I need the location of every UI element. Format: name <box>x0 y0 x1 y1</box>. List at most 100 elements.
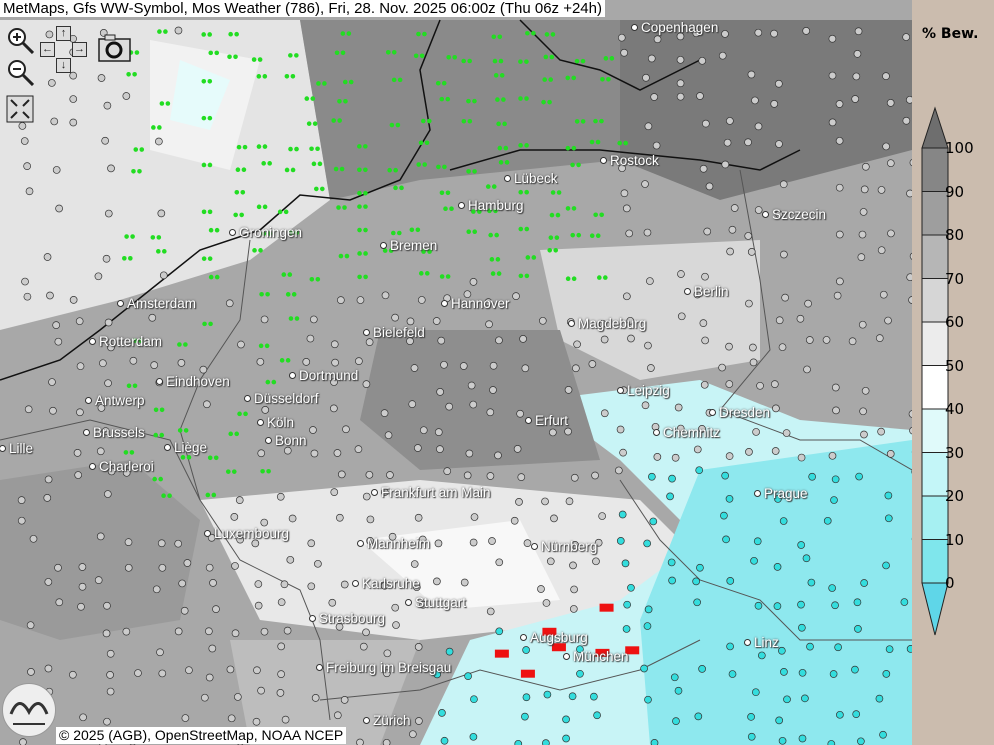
cloud-symbol-icon <box>653 35 662 44</box>
drizzle-symbol-icon <box>337 98 342 104</box>
map-title: MetMaps, Gfs WW-Symbol, Mos Weather (786… <box>0 0 605 17</box>
cloud-symbol-icon <box>573 340 581 349</box>
cloud-symbol-icon <box>644 122 653 131</box>
drizzle-symbol-icon <box>233 212 238 218</box>
cloud-symbol-icon <box>356 296 365 304</box>
weather-map[interactable]: MetMaps, Gfs WW-Symbol, Mos Weather (786… <box>0 0 912 745</box>
city-label: Lille <box>0 441 33 457</box>
drizzle-symbol-icon <box>228 431 234 437</box>
drizzle-symbol-icon <box>134 50 140 55</box>
cloud-symbol-icon <box>848 337 857 346</box>
drizzle-symbol-icon <box>544 32 550 37</box>
city-label: Groningen <box>229 225 302 241</box>
clear-symbol-icon <box>469 732 478 741</box>
cloud-symbol-icon <box>701 272 709 281</box>
drizzle-symbol-icon <box>153 432 159 438</box>
clear-symbol-icon <box>778 646 786 655</box>
cloud-symbol-icon <box>745 448 753 456</box>
drizzle-symbol-icon <box>333 166 339 172</box>
drizzle-symbol-icon <box>225 469 231 474</box>
drizzle-symbol-icon <box>603 56 609 61</box>
cloud-symbol-icon <box>541 497 549 506</box>
pan-down-button[interactable]: ↓ <box>56 58 71 73</box>
drizzle-symbol-icon <box>389 122 395 128</box>
zoom-in-icon[interactable] <box>6 26 35 59</box>
pan-left-button[interactable]: ← <box>40 42 55 57</box>
drizzle-symbol-icon <box>304 96 310 101</box>
clear-symbol-icon <box>627 583 635 592</box>
drizzle-symbol-icon <box>571 145 577 151</box>
zoom-out-icon[interactable] <box>6 58 35 91</box>
drizzle-symbol-icon <box>311 161 317 167</box>
clear-symbol-icon <box>622 625 631 633</box>
drizzle-symbol-icon <box>357 167 362 173</box>
drizzle-symbol-icon <box>416 162 422 167</box>
drizzle-symbol-icon <box>415 227 421 233</box>
cloud-symbol-icon <box>362 628 370 637</box>
cloud-symbol-icon <box>122 627 131 636</box>
drizzle-symbol-icon <box>207 115 213 121</box>
snow-symbol-icon <box>551 643 566 652</box>
drizzle-symbol-icon <box>409 227 415 233</box>
cloud-symbol-icon <box>728 225 737 234</box>
drizzle-symbol-icon <box>420 118 426 124</box>
drizzle-symbol-icon <box>159 101 165 106</box>
cloud-symbol-icon <box>78 582 87 591</box>
cloud-symbol-icon <box>797 453 806 462</box>
cloud-symbol-icon <box>227 714 236 723</box>
cloud-symbol-icon <box>616 425 625 434</box>
city-label: Lübeck <box>504 171 558 187</box>
cloud-symbol-icon <box>723 138 732 147</box>
drizzle-symbol-icon <box>161 493 166 499</box>
cloud-symbol-icon <box>233 693 242 701</box>
pan-up-button[interactable]: ↑ <box>56 26 71 41</box>
legend-swatch <box>921 278 949 323</box>
clear-symbol-icon <box>670 673 679 682</box>
pan-right-button[interactable]: → <box>72 42 87 57</box>
drizzle-symbol-icon <box>501 97 506 102</box>
clear-symbol-icon <box>562 715 570 724</box>
city-label: Rostock <box>600 153 659 169</box>
drizzle-symbol-icon <box>334 50 340 56</box>
drizzle-symbol-icon <box>424 271 430 276</box>
drizzle-symbol-icon <box>491 184 497 189</box>
cloud-symbol-icon <box>355 357 363 365</box>
cloud-symbol-icon <box>362 380 371 388</box>
cloud-symbol-icon <box>336 296 345 304</box>
cloud-symbol-icon <box>45 30 54 39</box>
fullscreen-icon[interactable] <box>6 95 34 128</box>
cloud-symbol-icon <box>46 291 54 300</box>
city-label: Liège <box>164 440 207 456</box>
cloud-symbol-icon <box>158 563 167 572</box>
cloud-symbol-icon <box>306 334 315 343</box>
cloud-symbol-icon <box>76 362 85 371</box>
cloud-symbol-icon <box>677 312 686 321</box>
cloud-symbol-icon <box>286 555 295 564</box>
cloud-symbol-icon <box>55 598 64 607</box>
cloud-symbol-icon <box>591 471 599 480</box>
clear-symbol-icon <box>857 737 865 745</box>
cloud-symbol-icon <box>726 247 734 256</box>
city-label: Hamburg <box>458 198 524 214</box>
drizzle-symbol-icon <box>574 58 580 64</box>
cloud-symbol-icon <box>857 253 866 261</box>
cloud-symbol-icon <box>718 363 726 372</box>
drizzle-symbol-icon <box>279 358 285 363</box>
drizzle-symbol-icon <box>426 118 432 124</box>
camera-icon[interactable] <box>98 33 132 68</box>
cloud-symbol-icon <box>861 386 870 395</box>
drizzle-symbol-icon <box>346 31 352 36</box>
cloud-symbol-icon <box>752 428 760 436</box>
clear-symbol-icon <box>823 516 832 525</box>
drizzle-symbol-icon <box>201 162 207 168</box>
clear-symbol-icon <box>885 645 894 654</box>
drizzle-symbol-icon <box>228 31 233 37</box>
cloud-symbol-icon <box>356 738 364 745</box>
cloud-symbol-icon <box>24 405 33 414</box>
drizzle-symbol-icon <box>553 247 559 253</box>
cloud-symbol-icon <box>835 183 844 192</box>
cloud-symbol-icon <box>391 603 400 612</box>
drizzle-symbol-icon <box>252 248 257 253</box>
cloud-symbol-icon <box>858 320 867 329</box>
drizzle-symbol-icon <box>496 271 502 276</box>
